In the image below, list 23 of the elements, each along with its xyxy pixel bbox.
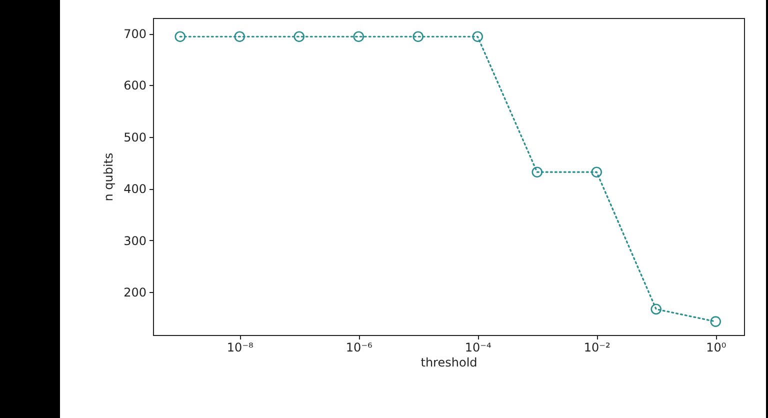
point [294, 31, 305, 42]
point [710, 316, 722, 327]
x-tick-label: 10⁻⁶ [346, 340, 373, 354]
x-tick-label: 10⁰ [706, 340, 726, 354]
y-tick-label: 300 [124, 234, 146, 248]
point [591, 166, 602, 178]
point [234, 31, 246, 42]
point [412, 31, 424, 42]
point [353, 31, 364, 42]
y-tick-label: 400 [124, 182, 146, 196]
y-tick-label: 700 [124, 27, 146, 42]
x-tick-label: 10⁻⁸ [226, 340, 254, 354]
point [174, 31, 186, 42]
y-tick-label: 200 [124, 286, 146, 300]
point [472, 31, 484, 42]
x-axis-title: threshold [420, 356, 478, 370]
y-axis-title: n qubits [102, 152, 116, 202]
x-tick-label: 10⁻⁴ [464, 340, 492, 354]
y-tick-label: 500 [124, 130, 146, 144]
y-tick-label: 600 [124, 78, 146, 93]
x-tick-label: 10⁻² [584, 340, 611, 354]
point [650, 304, 662, 315]
point [532, 166, 543, 178]
